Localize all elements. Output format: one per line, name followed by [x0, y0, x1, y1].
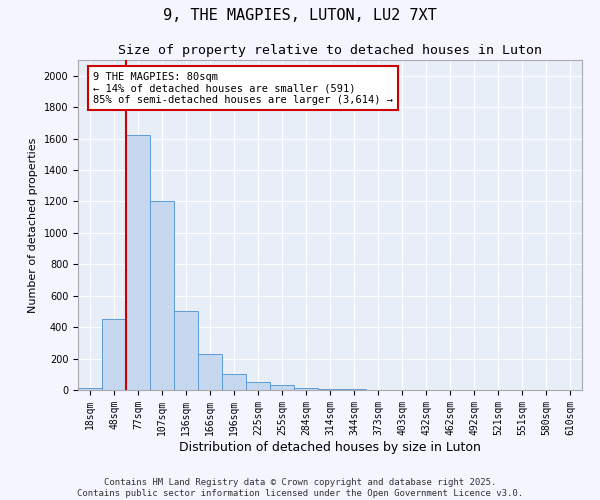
- Text: 9, THE MAGPIES, LUTON, LU2 7XT: 9, THE MAGPIES, LUTON, LU2 7XT: [163, 8, 437, 22]
- Title: Size of property relative to detached houses in Luton: Size of property relative to detached ho…: [118, 44, 542, 58]
- Bar: [78, 388, 102, 390]
- Bar: [294, 388, 318, 390]
- Bar: [270, 386, 294, 390]
- Text: 9 THE MAGPIES: 80sqm
← 14% of detached houses are smaller (591)
85% of semi-deta: 9 THE MAGPIES: 80sqm ← 14% of detached h…: [93, 72, 393, 105]
- Bar: [174, 312, 198, 390]
- Text: Contains HM Land Registry data © Crown copyright and database right 2025.
Contai: Contains HM Land Registry data © Crown c…: [77, 478, 523, 498]
- Bar: [126, 136, 150, 390]
- Bar: [150, 202, 174, 390]
- Bar: [318, 388, 342, 390]
- Bar: [222, 374, 246, 390]
- Y-axis label: Number of detached properties: Number of detached properties: [28, 138, 38, 312]
- Bar: [246, 382, 270, 390]
- X-axis label: Distribution of detached houses by size in Luton: Distribution of detached houses by size …: [179, 440, 481, 454]
- Bar: [198, 354, 222, 390]
- Bar: [102, 320, 126, 390]
